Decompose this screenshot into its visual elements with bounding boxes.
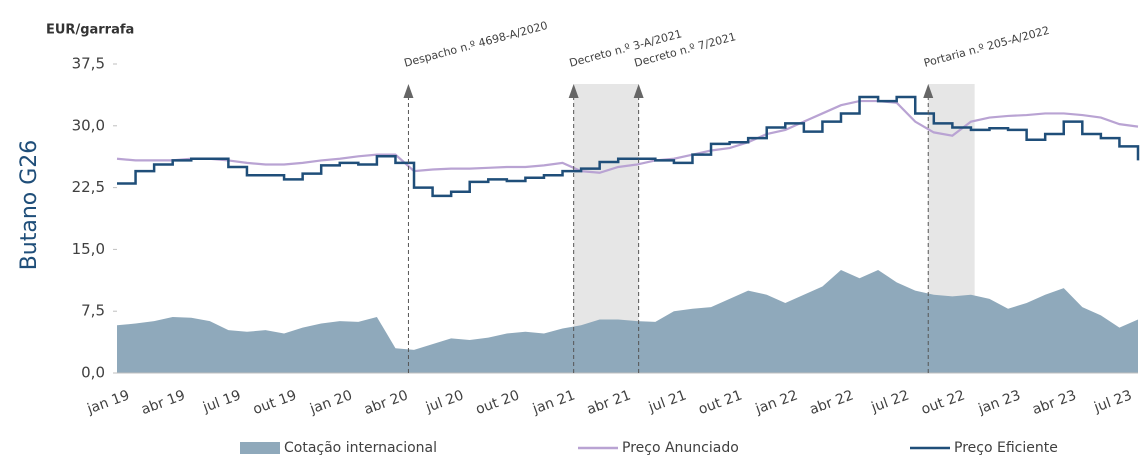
x-tick-label: jan 23	[975, 387, 1022, 417]
annotation-label: Portaria n.º 205-A/2022	[922, 24, 1050, 70]
annotation-label: Despacho n.º 4698-A/2020	[403, 19, 549, 70]
x-tick-label: abr 19	[139, 387, 187, 418]
x-tick-label: jul 23	[1091, 387, 1134, 416]
x-tick-label: jul 22	[868, 387, 911, 416]
x-tick-label: jul 20	[423, 387, 466, 416]
area	[117, 270, 1138, 373]
unit-label: EUR/garrafa	[46, 23, 134, 38]
annotation-arrow	[633, 84, 644, 98]
x-tick-label: jan 19	[84, 387, 131, 417]
x-tick-label: out 22	[919, 387, 967, 417]
x-tick-label: out 21	[696, 387, 744, 417]
annotation-arrow	[568, 84, 579, 98]
y-tick-label: 0,0	[81, 364, 105, 382]
y-axis-label: Butano G26	[17, 140, 42, 271]
x-tick-label: abr 20	[362, 387, 410, 418]
x-tick-label: jan 20	[307, 387, 354, 417]
legend-swatch	[240, 442, 280, 454]
y-tick-label: 15,0	[72, 240, 105, 258]
x-tick-label: out 19	[251, 387, 299, 417]
x-tick-label: abr 23	[1030, 387, 1078, 418]
y-tick-label: 22,5	[72, 178, 105, 196]
x-tick-label: jul 21	[646, 387, 689, 416]
x-tick-label: abr 22	[807, 387, 855, 418]
line	[117, 95, 1140, 198]
x-tick-label: jan 21	[530, 387, 577, 417]
annotation-arrow	[923, 84, 934, 98]
y-tick-label: 30,0	[72, 116, 105, 134]
x-tick-label: jan 22	[753, 387, 800, 417]
y-tick-label: 37,5	[72, 55, 105, 73]
legend-label: Preço Eficiente	[954, 440, 1058, 456]
legend-label: Preço Anunciado	[622, 440, 739, 456]
line	[116, 99, 1139, 174]
legend-label: Cotação internacional	[284, 440, 437, 456]
annotation-arrow	[403, 84, 414, 98]
x-tick-label: abr 21	[585, 387, 633, 418]
y-tick-label: 7,5	[81, 302, 105, 320]
x-tick-label: jul 19	[200, 387, 243, 416]
x-tick-label: out 20	[474, 387, 522, 417]
